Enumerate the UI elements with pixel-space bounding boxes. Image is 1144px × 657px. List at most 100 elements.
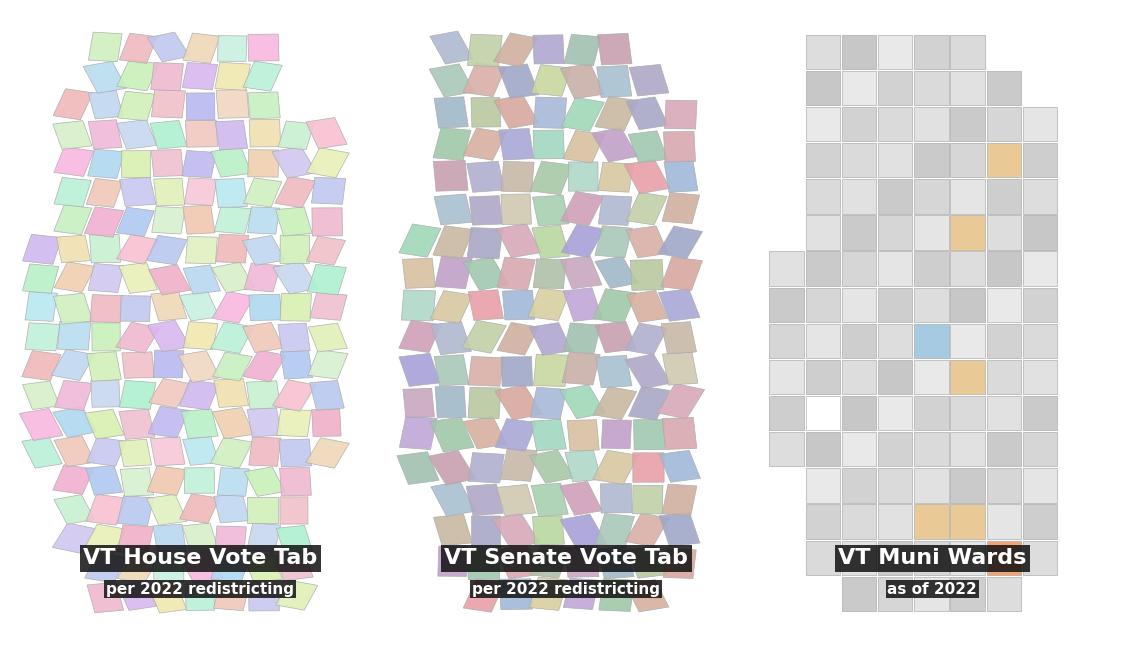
Bar xyxy=(842,577,876,611)
Bar xyxy=(986,360,1022,394)
Polygon shape xyxy=(435,386,466,418)
Polygon shape xyxy=(597,34,631,65)
Bar xyxy=(842,505,876,539)
Bar xyxy=(914,179,948,214)
Polygon shape xyxy=(276,526,312,555)
Bar xyxy=(951,71,985,105)
Bar xyxy=(769,432,804,466)
Polygon shape xyxy=(430,290,472,323)
Polygon shape xyxy=(217,35,247,62)
Polygon shape xyxy=(117,235,159,264)
Polygon shape xyxy=(243,323,284,353)
Bar xyxy=(951,468,985,503)
Bar xyxy=(1023,215,1057,250)
Polygon shape xyxy=(151,149,183,177)
Bar xyxy=(951,505,985,539)
Polygon shape xyxy=(493,95,539,129)
Polygon shape xyxy=(501,357,533,386)
Polygon shape xyxy=(148,466,186,495)
Polygon shape xyxy=(280,350,312,379)
Polygon shape xyxy=(186,93,215,120)
Bar xyxy=(805,468,840,503)
Polygon shape xyxy=(532,516,564,545)
Bar xyxy=(842,324,876,358)
Text: VT House Vote Tab: VT House Vote Tab xyxy=(84,549,317,568)
Bar xyxy=(842,179,876,214)
Polygon shape xyxy=(119,34,157,64)
Polygon shape xyxy=(120,296,151,321)
Polygon shape xyxy=(596,514,635,547)
Polygon shape xyxy=(462,321,507,353)
Polygon shape xyxy=(567,420,599,451)
Polygon shape xyxy=(278,323,310,352)
Polygon shape xyxy=(279,439,312,466)
Polygon shape xyxy=(119,380,156,409)
Polygon shape xyxy=(54,495,95,524)
Polygon shape xyxy=(561,256,602,289)
Polygon shape xyxy=(86,494,127,525)
Polygon shape xyxy=(594,386,637,420)
Polygon shape xyxy=(86,465,122,495)
Polygon shape xyxy=(430,417,475,452)
Polygon shape xyxy=(214,378,248,407)
Polygon shape xyxy=(183,33,220,63)
Polygon shape xyxy=(561,64,604,99)
Polygon shape xyxy=(468,388,501,419)
Polygon shape xyxy=(629,64,669,96)
Polygon shape xyxy=(210,322,253,353)
Polygon shape xyxy=(116,322,160,353)
Polygon shape xyxy=(625,323,668,355)
Polygon shape xyxy=(153,178,184,206)
Bar xyxy=(805,215,840,250)
Text: as of 2022: as of 2022 xyxy=(888,581,977,597)
Polygon shape xyxy=(310,380,344,411)
Polygon shape xyxy=(184,178,217,206)
Polygon shape xyxy=(595,321,636,353)
Bar xyxy=(805,432,840,466)
Polygon shape xyxy=(118,495,153,526)
Polygon shape xyxy=(468,357,503,386)
Bar xyxy=(1023,252,1057,286)
Polygon shape xyxy=(533,354,567,386)
Polygon shape xyxy=(469,196,502,225)
Bar xyxy=(914,468,948,503)
Bar xyxy=(879,432,913,466)
Bar xyxy=(986,577,1022,611)
Polygon shape xyxy=(499,579,532,610)
Polygon shape xyxy=(434,514,472,546)
Polygon shape xyxy=(597,66,631,97)
Bar xyxy=(805,35,840,69)
Bar xyxy=(842,143,876,177)
Polygon shape xyxy=(628,131,668,163)
Bar xyxy=(951,143,985,177)
Polygon shape xyxy=(627,290,668,323)
Polygon shape xyxy=(180,380,219,410)
Polygon shape xyxy=(88,120,122,149)
Bar xyxy=(842,541,876,575)
Polygon shape xyxy=(53,523,96,553)
Bar xyxy=(879,179,913,214)
Polygon shape xyxy=(531,419,566,451)
Polygon shape xyxy=(182,523,219,553)
Polygon shape xyxy=(471,97,501,127)
Polygon shape xyxy=(633,453,665,482)
Polygon shape xyxy=(431,482,476,516)
Polygon shape xyxy=(53,464,94,494)
Polygon shape xyxy=(243,61,283,91)
Polygon shape xyxy=(88,91,124,119)
Text: per 2022 redistricting: per 2022 redistricting xyxy=(472,581,660,597)
Polygon shape xyxy=(463,579,505,612)
Polygon shape xyxy=(146,494,188,526)
Polygon shape xyxy=(216,89,249,118)
Bar xyxy=(914,360,948,394)
Polygon shape xyxy=(148,32,190,62)
Polygon shape xyxy=(593,450,638,485)
Polygon shape xyxy=(180,291,220,321)
Polygon shape xyxy=(661,257,702,290)
Polygon shape xyxy=(272,261,318,294)
Bar xyxy=(879,505,913,539)
Bar xyxy=(769,252,804,286)
Polygon shape xyxy=(247,407,281,437)
Polygon shape xyxy=(85,207,124,237)
Polygon shape xyxy=(247,497,278,524)
